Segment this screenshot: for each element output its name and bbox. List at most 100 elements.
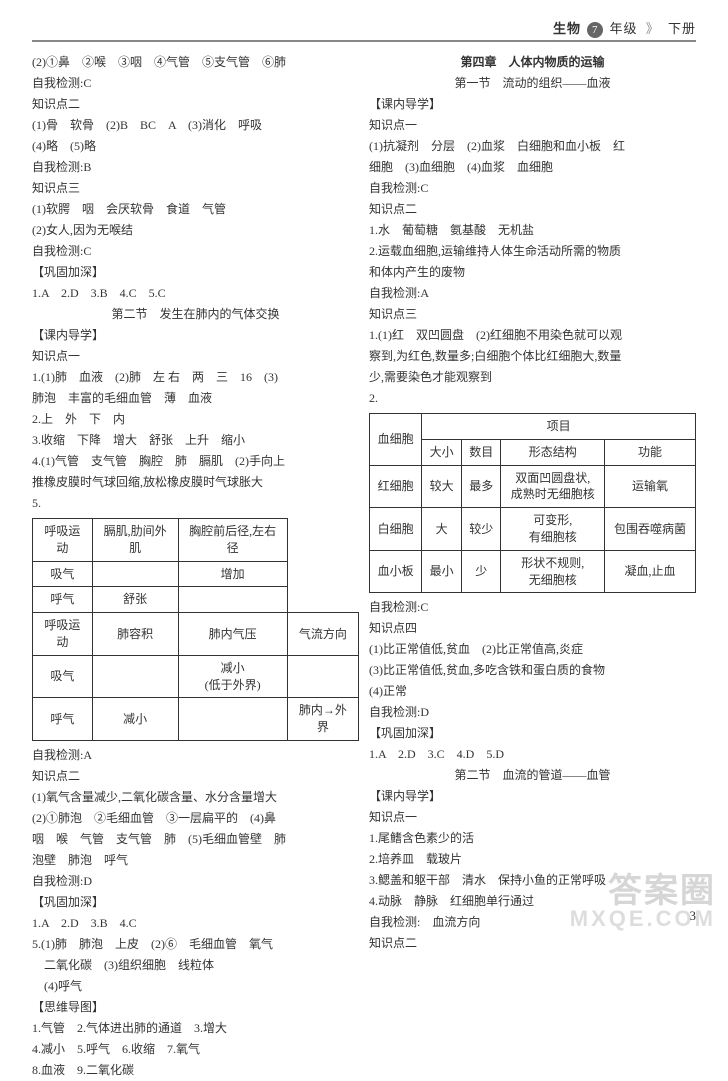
right-r1-line-9: 自我检测:A bbox=[369, 283, 696, 304]
t2-c3: 功能 bbox=[605, 439, 696, 465]
left-top-line-4: (4)略 (5)略 bbox=[32, 136, 359, 157]
right-r2-line-6: 【巩固加深】 bbox=[369, 723, 696, 744]
left-mid1-line-2: 1.(1)肺 血液 (2)肺 左 右 两 三 16 (3) bbox=[32, 367, 359, 388]
right-r1-line-7: 2.运载血细胞,运输维持人体生命活动所需的物质 bbox=[369, 241, 696, 262]
t1b-r0c0: 吸气 bbox=[33, 655, 93, 698]
left-section2-title: 第二节 发生在肺内的气体交换 bbox=[32, 304, 359, 325]
right-r2-line-0: 自我检测:C bbox=[369, 597, 696, 618]
right-r2-line-4: (4)正常 bbox=[369, 681, 696, 702]
left-mid2-line-7: 【巩固加深】 bbox=[32, 892, 359, 913]
t2-r1-0: 大 bbox=[422, 508, 462, 551]
left-top-line-2: 知识点二 bbox=[32, 94, 359, 115]
right-r3-line-7: 知识点二 bbox=[369, 933, 696, 954]
right-r3-line-1: 知识点一 bbox=[369, 807, 696, 828]
t2-r0-2: 双面凹圆盘状, 成熟时无细胞核 bbox=[501, 465, 605, 508]
left-mid2-line-2: (1)氧气含量减少,二氧化碳含量、水分含量增大 bbox=[32, 787, 359, 808]
t1-h0: 呼吸运动 bbox=[33, 519, 93, 562]
t1b-h2: 肺内气压 bbox=[178, 613, 287, 656]
right-section2-title: 第二节 血流的管道——血管 bbox=[369, 765, 696, 786]
left-mid1-line-1: 知识点一 bbox=[32, 346, 359, 367]
right-r2-line-2: (1)比正常值低,贫血 (2)比正常值高,炎症 bbox=[369, 639, 696, 660]
t1-h2: 胸腔前后径,左右径 bbox=[178, 519, 287, 562]
right-r1-line-8: 和体内产生的废物 bbox=[369, 262, 696, 283]
t1-r1c2 bbox=[178, 587, 287, 613]
arrow-icon: 》 bbox=[646, 18, 660, 37]
left-top-line-5: 自我检测:B bbox=[32, 157, 359, 178]
t1b-r0c2: 减小 (低于外界) bbox=[178, 655, 287, 698]
left-mid1-line-5: 3.收缩 下降 增大 舒张 上升 缩小 bbox=[32, 430, 359, 451]
right-r2-line-3: (3)比正常值低,贫血,多吃含铁和蛋白质的食物 bbox=[369, 660, 696, 681]
left-top-line-1: 自我检测:C bbox=[32, 73, 359, 94]
left-mid2-line-0: 自我检测:A bbox=[32, 745, 359, 766]
left-mid2-line-15: 8.血液 9.二氧化碳 bbox=[32, 1060, 359, 1081]
t1b-r1c1: 减小 bbox=[92, 698, 178, 741]
t1b-r1c0: 呼气 bbox=[33, 698, 93, 741]
left-mid2-line-13: 1.气管 2.气体进出肺的通道 3.增大 bbox=[32, 1018, 359, 1039]
left-top-line-10: 【巩固加深】 bbox=[32, 262, 359, 283]
right-r3-line-4: 3.鳃盖和躯干部 清水 保持小鱼的正常呼吸 bbox=[369, 870, 696, 891]
left-mid1-line-6: 4.(1)气管 支气管 胸腔 肺 膈肌 (2)手向上 bbox=[32, 451, 359, 472]
right-column: 第四章 人体内物质的运输 第一节 流动的组织——血液 【课内导学】知识点一(1)… bbox=[369, 52, 696, 1081]
t2-r2-l: 血小板 bbox=[370, 550, 422, 593]
t2-r2-1: 少 bbox=[461, 550, 501, 593]
t1b-r1c3: 肺内→外界 bbox=[287, 698, 358, 741]
left-mid2-line-8: 1.A 2.D 3.B 4.C bbox=[32, 913, 359, 934]
t2-c0: 大小 bbox=[422, 439, 462, 465]
left-top-line-7: (1)软腭 咽 会厌软骨 食道 气管 bbox=[32, 199, 359, 220]
left-mid2-line-1: 知识点二 bbox=[32, 766, 359, 787]
chapter-title: 第四章 人体内物质的运输 bbox=[369, 52, 696, 73]
left-mid2-line-9: 5.(1)肺 肺泡 上皮 (2)⑥ 毛细血管 氧气 bbox=[32, 934, 359, 955]
right-r3-line-0: 【课内导学】 bbox=[369, 786, 696, 807]
t2-r0-l: 红细胞 bbox=[370, 465, 422, 508]
left-mid1-line-3: 肺泡 丰富的毛细血管 薄 血液 bbox=[32, 388, 359, 409]
t2-top: 项目 bbox=[422, 414, 696, 440]
t2-r1-3: 包围吞噬病菌 bbox=[605, 508, 696, 551]
left-mid2-line-10: 二氧化碳 (3)组织细胞 线粒体 bbox=[32, 955, 359, 976]
t1-r1c0: 呼气 bbox=[33, 587, 93, 613]
content-columns: (2)①鼻 ②喉 ③咽 ④气管 ⑤支气管 ⑥肺自我检测:C知识点二(1)骨 软骨… bbox=[32, 52, 696, 1081]
breathing-table-1: 呼吸运动 膈肌,肋间外肌 胸腔前后径,左右径 吸气 增加 呼气 舒张 呼吸运动 … bbox=[32, 518, 359, 741]
left-mid1-line-4: 2.上 外 下 内 bbox=[32, 409, 359, 430]
left-column: (2)①鼻 ②喉 ③咽 ④气管 ⑤支气管 ⑥肺自我检测:C知识点二(1)骨 软骨… bbox=[32, 52, 359, 1081]
right-r1-line-14: 2. bbox=[369, 388, 696, 409]
t1b-r0c1 bbox=[92, 655, 178, 698]
right-r1-line-0: 【课内导学】 bbox=[369, 94, 696, 115]
page-header: 生物 7 年级 》 下册 bbox=[32, 18, 696, 42]
right-r3-line-3: 2.培养皿 载玻片 bbox=[369, 849, 696, 870]
right-r3-line-5: 4.动脉 静脉 红细胞单行通过 bbox=[369, 891, 696, 912]
right-r1-line-1: 知识点一 bbox=[369, 115, 696, 136]
t1b-r1c2 bbox=[178, 698, 287, 741]
right-r1-line-3: 细胞 (3)血细胞 (4)血浆 血细胞 bbox=[369, 157, 696, 178]
right-r1-line-4: 自我检测:C bbox=[369, 178, 696, 199]
left-top-line-9: 自我检测:C bbox=[32, 241, 359, 262]
t2-r1-l: 白细胞 bbox=[370, 508, 422, 551]
volume-label: 下册 bbox=[668, 21, 696, 36]
t1b-h0: 呼吸运动 bbox=[33, 613, 93, 656]
right-r2-line-1: 知识点四 bbox=[369, 618, 696, 639]
left-top-line-3: (1)骨 软骨 (2)B BC A (3)消化 呼吸 bbox=[32, 115, 359, 136]
blood-cell-table: 血细胞 项目 大小 数目 形态结构 功能 红细胞 较大 最多 双面凹圆盘状, 成… bbox=[369, 413, 696, 593]
right-r3-line-2: 1.尾鳍含色素少的活 bbox=[369, 828, 696, 849]
t1b-h3: 气流方向 bbox=[287, 613, 358, 656]
right-section1-title: 第一节 流动的组织——血液 bbox=[369, 73, 696, 94]
right-r1-line-11: 1.(1)红 双凹圆盘 (2)红细胞不用染色就可以观 bbox=[369, 325, 696, 346]
grade-tail: 年级 bbox=[609, 21, 637, 36]
right-r2-line-7: 1.A 2.D 3.C 4.D 5.D bbox=[369, 744, 696, 765]
left-mid2-line-4: 咽 喉 气管 支气管 肺 (5)毛细血管壁 肺 bbox=[32, 829, 359, 850]
t2-r0-1: 最多 bbox=[461, 465, 501, 508]
t2-r1-2: 可变形, 有细胞核 bbox=[501, 508, 605, 551]
right-r1-line-2: (1)抗凝剂 分层 (2)血浆 白细胞和血小板 红 bbox=[369, 136, 696, 157]
right-r1-line-6: 1.水 葡萄糖 氨基酸 无机盐 bbox=[369, 220, 696, 241]
right-r2-line-5: 自我检测:D bbox=[369, 702, 696, 723]
t2-c1: 数目 bbox=[461, 439, 501, 465]
left-top-line-6: 知识点三 bbox=[32, 178, 359, 199]
t1b-h1: 肺容积 bbox=[92, 613, 178, 656]
subject-label: 生物 bbox=[553, 21, 581, 36]
left-top-line-8: (2)女人,因为无喉结 bbox=[32, 220, 359, 241]
right-r1-line-5: 知识点二 bbox=[369, 199, 696, 220]
t1-h1: 膈肌,肋间外肌 bbox=[92, 519, 178, 562]
right-r1-line-12: 察到,为红色,数量多;白细胞个体比红细胞大,数量 bbox=[369, 346, 696, 367]
t1-r0c2: 增加 bbox=[178, 561, 287, 587]
left-mid2-line-12: 【思维导图】 bbox=[32, 997, 359, 1018]
left-mid2-line-3: (2)①肺泡 ②毛细血管 ③一层扁平的 (4)鼻 bbox=[32, 808, 359, 829]
